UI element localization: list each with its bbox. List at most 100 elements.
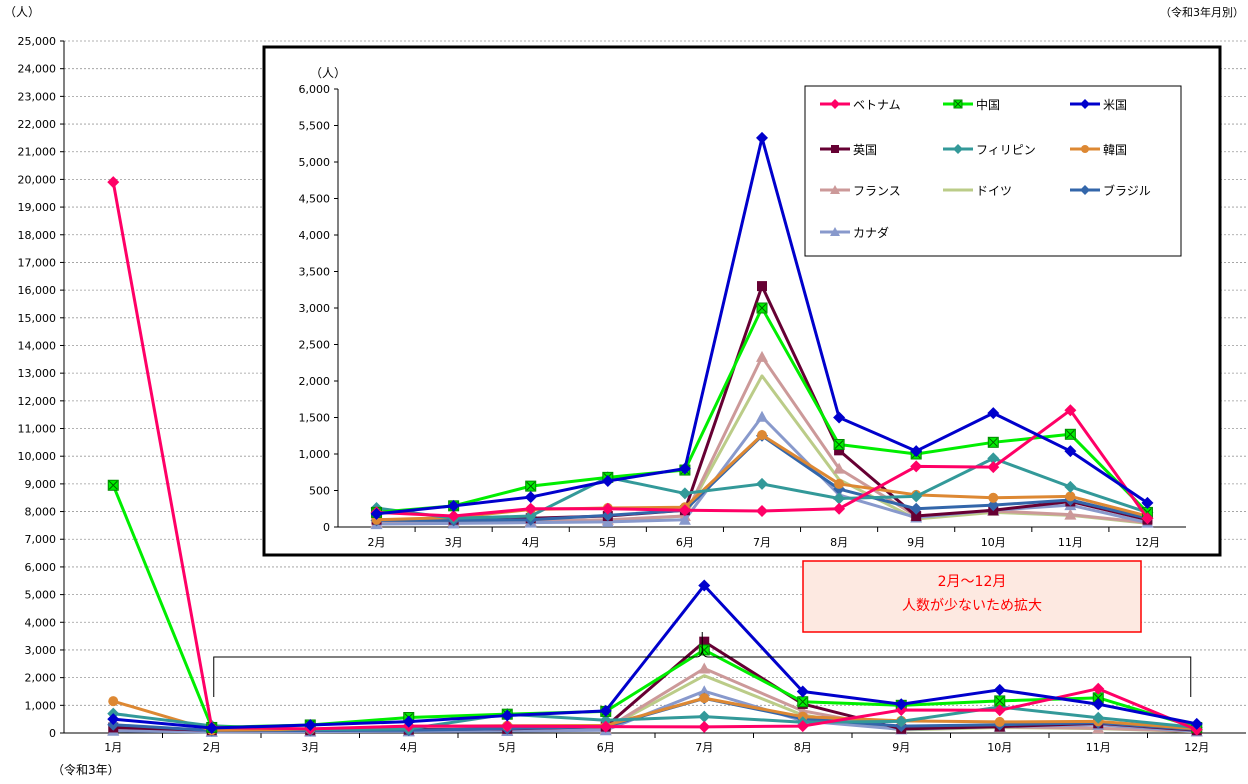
inset-data-point bbox=[756, 504, 768, 517]
main-series-line bbox=[113, 583, 1198, 730]
main-data-point bbox=[698, 720, 711, 733]
main-data-point bbox=[699, 636, 710, 647]
inset-y-tick-label: 2,000 bbox=[299, 375, 331, 388]
main-series-layer bbox=[107, 176, 1203, 737]
inset-data-point bbox=[601, 509, 614, 522]
main-data-point bbox=[108, 696, 119, 707]
inset-y-tick-label: 2,500 bbox=[299, 339, 331, 352]
main-y-tick-label: 19,000 bbox=[18, 201, 57, 214]
main-data-point bbox=[698, 710, 711, 723]
inset-data-point bbox=[756, 477, 768, 490]
main-x-sublabel: （令和3年） bbox=[52, 762, 120, 777]
inset-data-point bbox=[987, 407, 1000, 420]
legend-item-フィリピン: フィリピン bbox=[943, 143, 1036, 157]
inset-data-point bbox=[757, 281, 767, 292]
main-data-point bbox=[698, 644, 710, 656]
inset-data-point bbox=[757, 430, 767, 441]
legend-item-ベトナム: ベトナム bbox=[820, 98, 901, 112]
legend-label: カナダ bbox=[853, 225, 889, 240]
legend-swatch-marker bbox=[1080, 99, 1090, 109]
main-y-tick-label: 23,000 bbox=[18, 90, 57, 103]
main-y-tick-label: 1,000 bbox=[25, 699, 57, 712]
inset-data-point bbox=[524, 491, 537, 504]
inset-data-point bbox=[834, 445, 845, 456]
inset-data-point bbox=[833, 502, 846, 515]
inset-data-point bbox=[1141, 496, 1154, 509]
inset-x-tick-label: 10月 bbox=[981, 536, 1006, 549]
main-data-point bbox=[1190, 717, 1203, 730]
main-y-tick-label: 8,000 bbox=[25, 506, 57, 519]
main-data-point bbox=[1092, 698, 1105, 711]
main-y-tick-label: 22,000 bbox=[18, 118, 57, 131]
main-data-point bbox=[895, 698, 908, 711]
legend-item-米国: 米国 bbox=[1070, 98, 1127, 112]
main-x-tick-label: 4月 bbox=[400, 741, 418, 754]
legend-swatch-marker bbox=[830, 99, 840, 109]
inset-y-unit-label: （人） bbox=[310, 66, 346, 80]
main-data-point bbox=[402, 715, 415, 728]
inset-data-point bbox=[678, 513, 691, 525]
main-data-point bbox=[895, 715, 908, 728]
inset-data-point bbox=[987, 461, 1000, 474]
main-data-point bbox=[107, 176, 120, 189]
inset-data-point bbox=[601, 515, 614, 527]
inset-data-point bbox=[910, 502, 923, 515]
main-y-tick-label: 5,000 bbox=[25, 589, 57, 602]
main-y-tick-label: 18,000 bbox=[18, 229, 57, 242]
main-x-tick-label: 11月 bbox=[1086, 741, 1111, 754]
inset-x-tick-label: 12月 bbox=[1135, 536, 1160, 549]
inset-data-point bbox=[833, 462, 846, 474]
legend-label: ドイツ bbox=[976, 184, 1012, 198]
main-data-point bbox=[1092, 711, 1105, 724]
inset-data-point bbox=[370, 507, 383, 520]
inset-y-tick-label: 1,000 bbox=[299, 448, 331, 461]
inset-data-point bbox=[987, 452, 1000, 465]
inset-y-tick-label: 5,500 bbox=[299, 120, 331, 133]
main-data-point bbox=[698, 579, 711, 592]
inset-data-point bbox=[447, 510, 460, 523]
corner-note: （令和3年月別） bbox=[1160, 5, 1244, 19]
inset-data-point bbox=[910, 460, 923, 473]
main-data-point bbox=[107, 479, 119, 491]
inset-y-tick-label: 6,000 bbox=[299, 83, 331, 96]
inset-data-point bbox=[833, 492, 846, 505]
inset-y-tick-label: 3,000 bbox=[299, 302, 331, 315]
inset-x-tick-label: 7月 bbox=[753, 536, 771, 549]
legend-swatch-marker bbox=[953, 144, 963, 154]
inset-data-point bbox=[987, 499, 1000, 512]
legend-swatch-marker bbox=[830, 227, 840, 236]
inset-data-point bbox=[524, 510, 537, 523]
zoom-bracket-line bbox=[213, 632, 1192, 697]
inset-y-tick-label: 1,500 bbox=[299, 412, 331, 425]
inset-data-point bbox=[1141, 512, 1154, 525]
inset-y-tick-label: 3,500 bbox=[299, 266, 331, 279]
main-x-tick-label: 5月 bbox=[498, 741, 516, 754]
inset-data-point bbox=[601, 475, 614, 488]
legend-item-カナダ: カナダ bbox=[820, 225, 889, 240]
main-data-point bbox=[699, 693, 710, 704]
inset-data-point bbox=[756, 302, 768, 314]
legend-label: フランス bbox=[853, 184, 901, 198]
inset-x-tick-label: 4月 bbox=[522, 536, 540, 549]
inset-data-point bbox=[525, 480, 537, 492]
main-data-point bbox=[993, 704, 1006, 717]
main-y-tick-label: 21,000 bbox=[18, 146, 57, 159]
inset-data-point bbox=[1064, 445, 1077, 458]
main-y-tick-label: 10,000 bbox=[18, 450, 57, 463]
main-data-point bbox=[501, 709, 514, 722]
main-x-tick-label: 9月 bbox=[892, 741, 910, 754]
main-data-point bbox=[501, 720, 514, 733]
main-data-point bbox=[107, 713, 120, 726]
legend-label: 米国 bbox=[1103, 98, 1127, 112]
inset-chart: 0 500 1,000 1,500 2,000 2,500 3,000 3,500 4,000 4… bbox=[262, 45, 1222, 557]
main-y-unit-label: （人） bbox=[4, 5, 40, 19]
main-data-point bbox=[599, 720, 612, 733]
main-data-point bbox=[993, 683, 1006, 696]
inset-series-layer bbox=[370, 131, 1154, 530]
main-y-tick-label: 14,000 bbox=[18, 339, 57, 352]
inset-data-point bbox=[833, 439, 845, 451]
inset-y-tick-label: 4,500 bbox=[299, 193, 331, 206]
inset-y-tick-label: 4,000 bbox=[299, 229, 331, 242]
